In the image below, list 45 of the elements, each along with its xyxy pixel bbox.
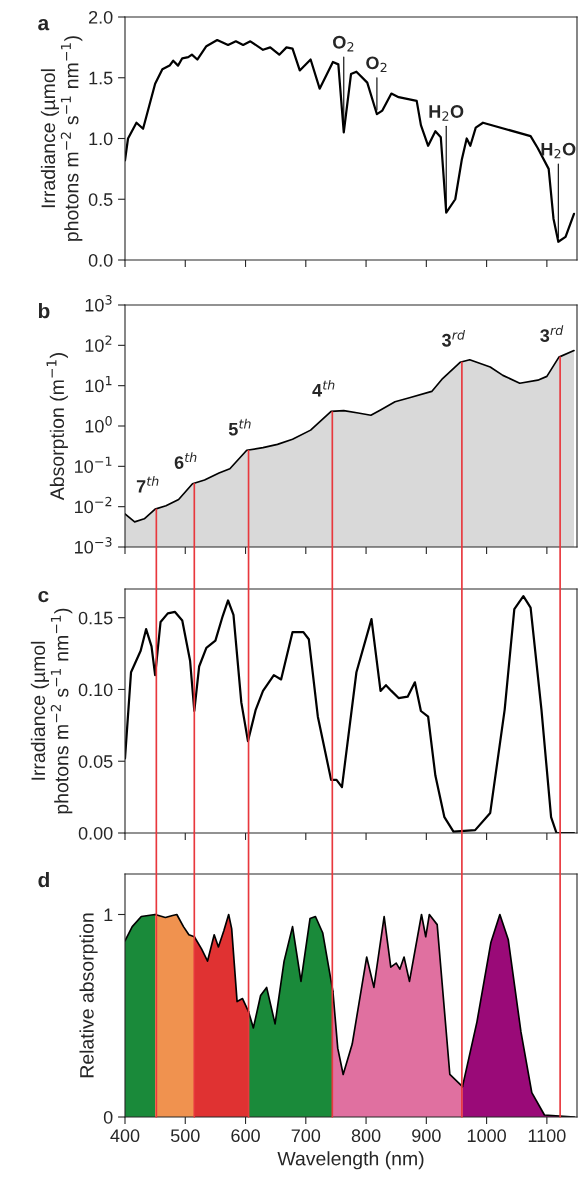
y-tick-label: 0.05	[78, 755, 113, 768]
x-tick-label: 400	[110, 1129, 140, 1143]
y-tick-label: 1.0	[89, 132, 113, 146]
y-tick-label: 10$^{0}$	[85, 416, 112, 433]
y-tick-label: 10$^{1}$	[85, 375, 112, 393]
y-tick-label: 0.0	[88, 253, 113, 267]
y-tick-label: 10$^{−1}$	[75, 456, 112, 473]
annotation: 3$^{rd}$	[540, 325, 564, 343]
x-tick-label: 500	[170, 1129, 200, 1143]
y-tick-label: 1	[104, 908, 113, 922]
y-tick-label: 0.15	[78, 611, 113, 625]
annotation: H$_{2}$O	[429, 105, 464, 121]
annotation: 4$^{th}$	[312, 379, 335, 397]
y-tick-label: 0.10	[78, 683, 113, 697]
y-axis-title: Irradiance (µmol photons m$^{−2}$ s$^{−1}$ nm$^{−1}$)	[30, 608, 73, 814]
x-tick-label: 1100	[528, 1129, 566, 1143]
y-tick-label: 10$^{−2}$	[75, 496, 112, 514]
annotation: H$_{2}$O	[541, 142, 576, 159]
y-tick-label: 10$^{−3}$	[75, 537, 112, 554]
y-tick-label: 0.00	[78, 826, 113, 840]
annotation: 3$^{rd}$	[441, 329, 466, 347]
y-axis-title: Absorption (m$^{−1}$)	[46, 353, 68, 501]
y-tick-label: 1.5	[89, 71, 113, 85]
annotation: 5$^{th}$	[228, 418, 251, 436]
chart-title: d	[38, 872, 49, 888]
annotation: O$_{2}$	[333, 35, 354, 52]
annotation: 7$^{th}$	[136, 476, 159, 493]
y-tick-label: 10$^{3}$	[85, 295, 112, 312]
chart-title: a	[38, 18, 50, 31]
x-tick-label: 1000	[467, 1129, 506, 1143]
chart-title: c	[38, 590, 49, 603]
annotation: 6$^{th}$	[174, 452, 197, 469]
y-tick-label: 0.5	[88, 193, 113, 206]
x-tick-label: 700	[291, 1129, 321, 1143]
chart-title: b	[38, 303, 50, 319]
x-axis-title: Wavelength (nm)	[277, 1151, 424, 1170]
x-tick-label: 800	[351, 1129, 381, 1143]
x-tick-label: 900	[412, 1129, 441, 1143]
y-axis-title: Irradiance (µmol photons m$^{−2}$ s$^{−1}$ nm$^{−1}$)	[40, 36, 83, 241]
y-tick-label: 10$^{2}$	[85, 335, 112, 352]
y-tick-label: 2.0	[89, 10, 113, 24]
x-tick-label: 600	[231, 1129, 260, 1143]
y-tick-label: 0	[103, 1110, 113, 1124]
annotation: O$_{2}$	[366, 56, 387, 73]
y-axis-title: Relative absorption	[79, 913, 98, 1078]
